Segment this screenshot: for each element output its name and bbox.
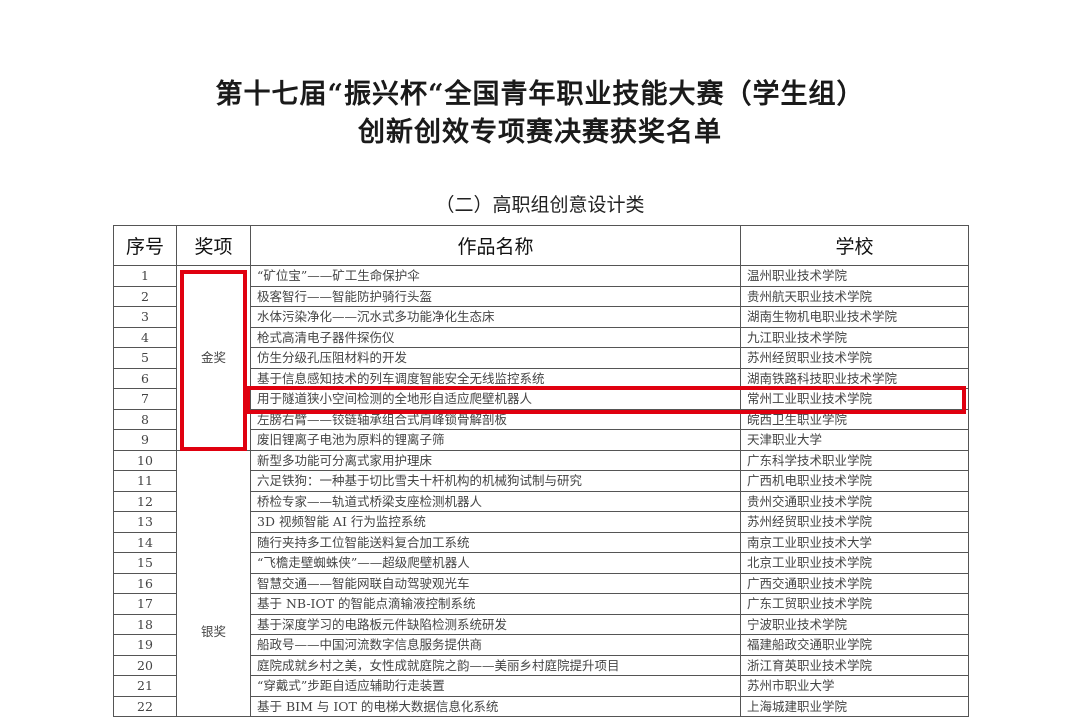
work-name: 庭院成就乡村之美，女性成就庭院之韵——美丽乡村庭院提升项目 <box>250 654 741 676</box>
work-name: 随行夹持多工位智能送料复合加工系统 <box>250 531 741 553</box>
work-name: “穿戴式”步距自适应辅助行走装置 <box>250 675 741 697</box>
work-name: 船政号——中国河流数字信息服务提供商 <box>250 634 741 656</box>
work-name: 新型多功能可分离式家用护理床 <box>250 449 741 471</box>
row-no: 5 <box>113 347 177 369</box>
table-row: 15 “飞檐走壁蜘蛛侠”——超级爬壁机器人 北京工业职业技术学院 <box>113 552 969 574</box>
work-name: 基于深度学习的电路板元件缺陷检测系统研发 <box>250 613 741 635</box>
row-no: 15 <box>113 552 177 574</box>
school-name: 福建船政交通职业学院 <box>740 634 969 656</box>
table-row: 5 仿生分级孔压阻材料的开发 苏州经贸职业技术学院 <box>113 347 969 369</box>
school-name: 浙江育英职业技术学院 <box>740 654 969 676</box>
school-name: 苏州经贸职业技术学院 <box>740 511 969 533</box>
row-no: 16 <box>113 572 177 594</box>
school-name: 九江职业技术学院 <box>740 326 969 348</box>
work-name: “飞檐走壁蜘蛛侠”——超级爬壁机器人 <box>250 552 741 574</box>
row-no: 19 <box>113 634 177 656</box>
work-name: “矿位宝”——矿工生命保护伞 <box>250 265 741 287</box>
table-row: 17 基于 NB-IOT 的智能点滴输液控制系统 广东工贸职业技术学院 <box>113 593 969 615</box>
row-no: 3 <box>113 306 177 328</box>
work-name: 水体污染净化——沉水式多功能净化生态床 <box>250 306 741 328</box>
table-header-row: 序号 奖项 作品名称 学校 <box>113 225 969 266</box>
school-name: 广东科学技术职业学院 <box>740 449 969 471</box>
row-no: 11 <box>113 470 177 492</box>
school-name: 天津职业大学 <box>740 429 969 451</box>
school-name: 宁波职业技术学院 <box>740 613 969 635</box>
table-row: 12 桥检专家——轨道式桥梁支座检测机器人 贵州交通职业技术学院 <box>113 490 969 512</box>
award-silver: 银奖 <box>176 449 251 717</box>
work-name: 废旧锂离子电池为原料的锂离子筛 <box>250 429 741 451</box>
row-no: 9 <box>113 429 177 451</box>
award-gold: 金奖 <box>176 265 251 451</box>
section-heading: （二）高职组创意设计类 <box>435 194 645 216</box>
table-row: 10 银奖 新型多功能可分离式家用护理床 广东科学技术职业学院 <box>113 449 969 717</box>
school-name: 广西交通职业技术学院 <box>740 572 969 594</box>
work-name: 基于 NB-IOT 的智能点滴输液控制系统 <box>250 593 741 615</box>
table-row: 9 废旧锂离子电池为原料的锂离子筛 天津职业大学 <box>113 429 969 451</box>
row-no: 7 <box>113 388 177 410</box>
header-no: 序号 <box>113 225 177 266</box>
work-name: 极客智行——智能防护骑行头盔 <box>250 285 741 307</box>
highlight-row-7-box <box>246 386 966 414</box>
document-title-line2: 创新创效专项赛决赛获奖名单 <box>358 117 722 148</box>
row-no: 18 <box>113 613 177 635</box>
work-name: 3D 视频智能 AI 行为监控系统 <box>250 511 741 533</box>
row-no: 13 <box>113 511 177 533</box>
school-name: 广东工贸职业技术学院 <box>740 593 969 615</box>
row-no: 2 <box>113 285 177 307</box>
school-name: 贵州交通职业技术学院 <box>740 490 969 512</box>
row-no: 12 <box>113 490 177 512</box>
school-name: 苏州市职业大学 <box>740 675 969 697</box>
row-no: 6 <box>113 367 177 389</box>
document-title-line1: 第十七届“振兴杯“全国青年职业技能大赛（学生组） <box>215 79 865 110</box>
work-name: 基于 BIM 与 IOT 的电梯大数据信息化系统 <box>250 695 741 717</box>
work-name: 六足铁狗：一种基于切比雪夫十杆机构的机械狗试制与研究 <box>250 470 741 492</box>
school-name: 广西机电职业技术学院 <box>740 470 969 492</box>
table-row: 6 基于信息感知技术的列车调度智能安全无线监控系统 湖南铁路科技职业技术学院 <box>113 367 969 389</box>
work-name: 仿生分级孔压阻材料的开发 <box>250 347 741 369</box>
school-name: 上海城建职业学院 <box>740 695 969 717</box>
school-name: 贵州航天职业技术学院 <box>740 285 969 307</box>
work-name: 智慧交通——智能网联自动驾驶观光车 <box>250 572 741 594</box>
school-name: 苏州经贸职业技术学院 <box>740 347 969 369</box>
header-award: 奖项 <box>176 225 251 266</box>
row-no: 10 <box>113 449 177 471</box>
awards-table: 序号 奖项 作品名称 学校 1 金奖 “矿位宝”——矿工生命保护伞 温州职业技术学院 2… <box>113 225 969 717</box>
header-work-name: 作品名称 <box>250 225 741 266</box>
row-no: 1 <box>113 265 177 287</box>
row-no: 4 <box>113 326 177 348</box>
row-no: 22 <box>113 695 177 717</box>
highlight-gold-award-box <box>180 270 247 451</box>
school-name: 温州职业技术学院 <box>740 265 969 287</box>
table-row: 22 基于 BIM 与 IOT 的电梯大数据信息化系统 上海城建职业学院 <box>113 695 969 717</box>
row-no: 14 <box>113 531 177 553</box>
school-name: 南京工业职业技术大学 <box>740 531 969 553</box>
table-row: 14 随行夹持多工位智能送料复合加工系统 南京工业职业技术大学 <box>113 531 969 553</box>
table-row: 16 智慧交通——智能网联自动驾驶观光车 广西交通职业技术学院 <box>113 572 969 594</box>
school-name: 北京工业职业技术学院 <box>740 552 969 574</box>
table-row: 11 六足铁狗：一种基于切比雪夫十杆机构的机械狗试制与研究 广西机电职业技术学院 <box>113 470 969 492</box>
row-no: 21 <box>113 675 177 697</box>
header-school: 学校 <box>740 225 969 266</box>
row-no: 17 <box>113 593 177 615</box>
table-row: 19 船政号——中国河流数字信息服务提供商 福建船政交通职业学院 <box>113 634 969 656</box>
row-no: 20 <box>113 654 177 676</box>
work-name: 桥检专家——轨道式桥梁支座检测机器人 <box>250 490 741 512</box>
row-no: 8 <box>113 408 177 430</box>
work-name: 枪式高清电子器件探伤仪 <box>250 326 741 348</box>
school-name: 常州工业职业技术学院 <box>740 388 969 410</box>
school-name: 湖南生物机电职业技术学院 <box>740 306 969 328</box>
